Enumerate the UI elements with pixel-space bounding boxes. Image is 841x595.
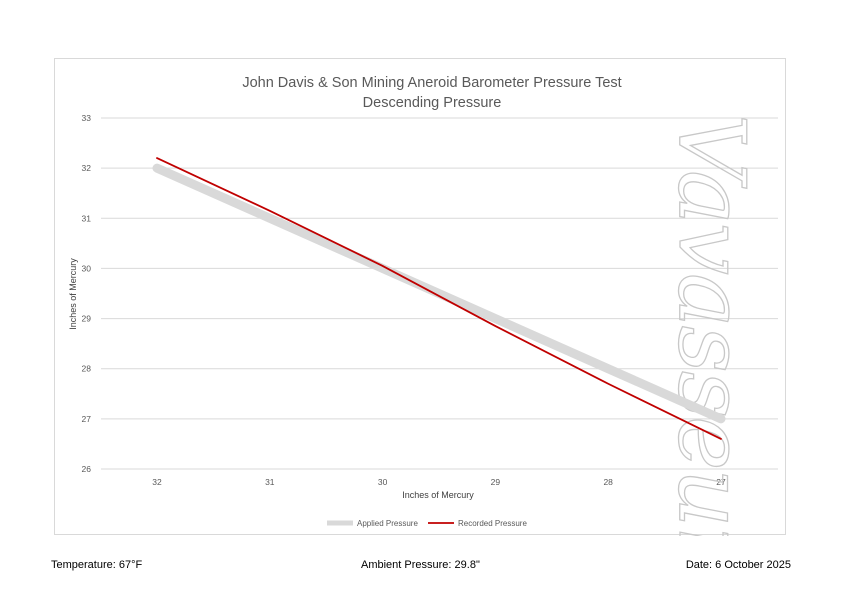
y-tick-label: 26 — [82, 464, 92, 474]
series-lines — [152, 157, 726, 440]
y-tick-label: 27 — [82, 414, 92, 424]
y-tick-label: 33 — [82, 113, 92, 123]
legend-label: Applied Pressure — [357, 519, 418, 528]
y-tick-label: 32 — [82, 163, 92, 173]
legend: Applied Pressure Recorded Pressure — [327, 519, 527, 528]
x-tick-label: 32 — [152, 477, 162, 487]
x-tick-label: 29 — [491, 477, 501, 487]
footer-temperature: Temperature: 67°F — [51, 559, 143, 571]
x-tick-label: 28 — [603, 477, 613, 487]
footer-ambient-pressure: Ambient Pressure: 29.8" — [361, 559, 480, 571]
y-axis-ticks: 26 27 28 29 30 31 32 33 — [82, 113, 92, 474]
y-tick-label: 28 — [82, 364, 92, 374]
x-tick-label: 27 — [716, 477, 726, 487]
series-line-applied-pressure — [152, 163, 726, 424]
watermark-signature: Vavasseur — [658, 114, 765, 536]
y-tick-label: 30 — [82, 263, 92, 273]
x-axis-title: Inches of Mercury — [402, 490, 474, 500]
gridlines — [101, 117, 778, 470]
x-tick-label: 30 — [378, 477, 388, 487]
y-tick-label: 29 — [82, 314, 92, 324]
footer-date: Date: 6 October 2025 — [685, 559, 791, 571]
series-line-recorded-pressure — [156, 157, 722, 440]
y-tick-label: 31 — [82, 213, 92, 223]
y-axis-title: Inches of Mercury — [68, 258, 78, 330]
chart-title-line: John Davis & Son Mining Aneroid Baromete… — [242, 75, 621, 91]
x-tick-label: 31 — [265, 477, 275, 487]
chart-svg: John Davis & Son Mining Aneroid Baromete… — [68, 75, 778, 536]
chart-frame: John Davis & Son Mining Aneroid Baromete… — [54, 58, 786, 536]
x-axis-ticks: 32 31 30 29 28 27 — [152, 477, 726, 487]
legend-label: Recorded Pressure — [458, 519, 527, 528]
chart-title: John Davis & Son Mining Aneroid Baromete… — [242, 75, 621, 111]
chart-title-line: Descending Pressure — [363, 95, 502, 111]
